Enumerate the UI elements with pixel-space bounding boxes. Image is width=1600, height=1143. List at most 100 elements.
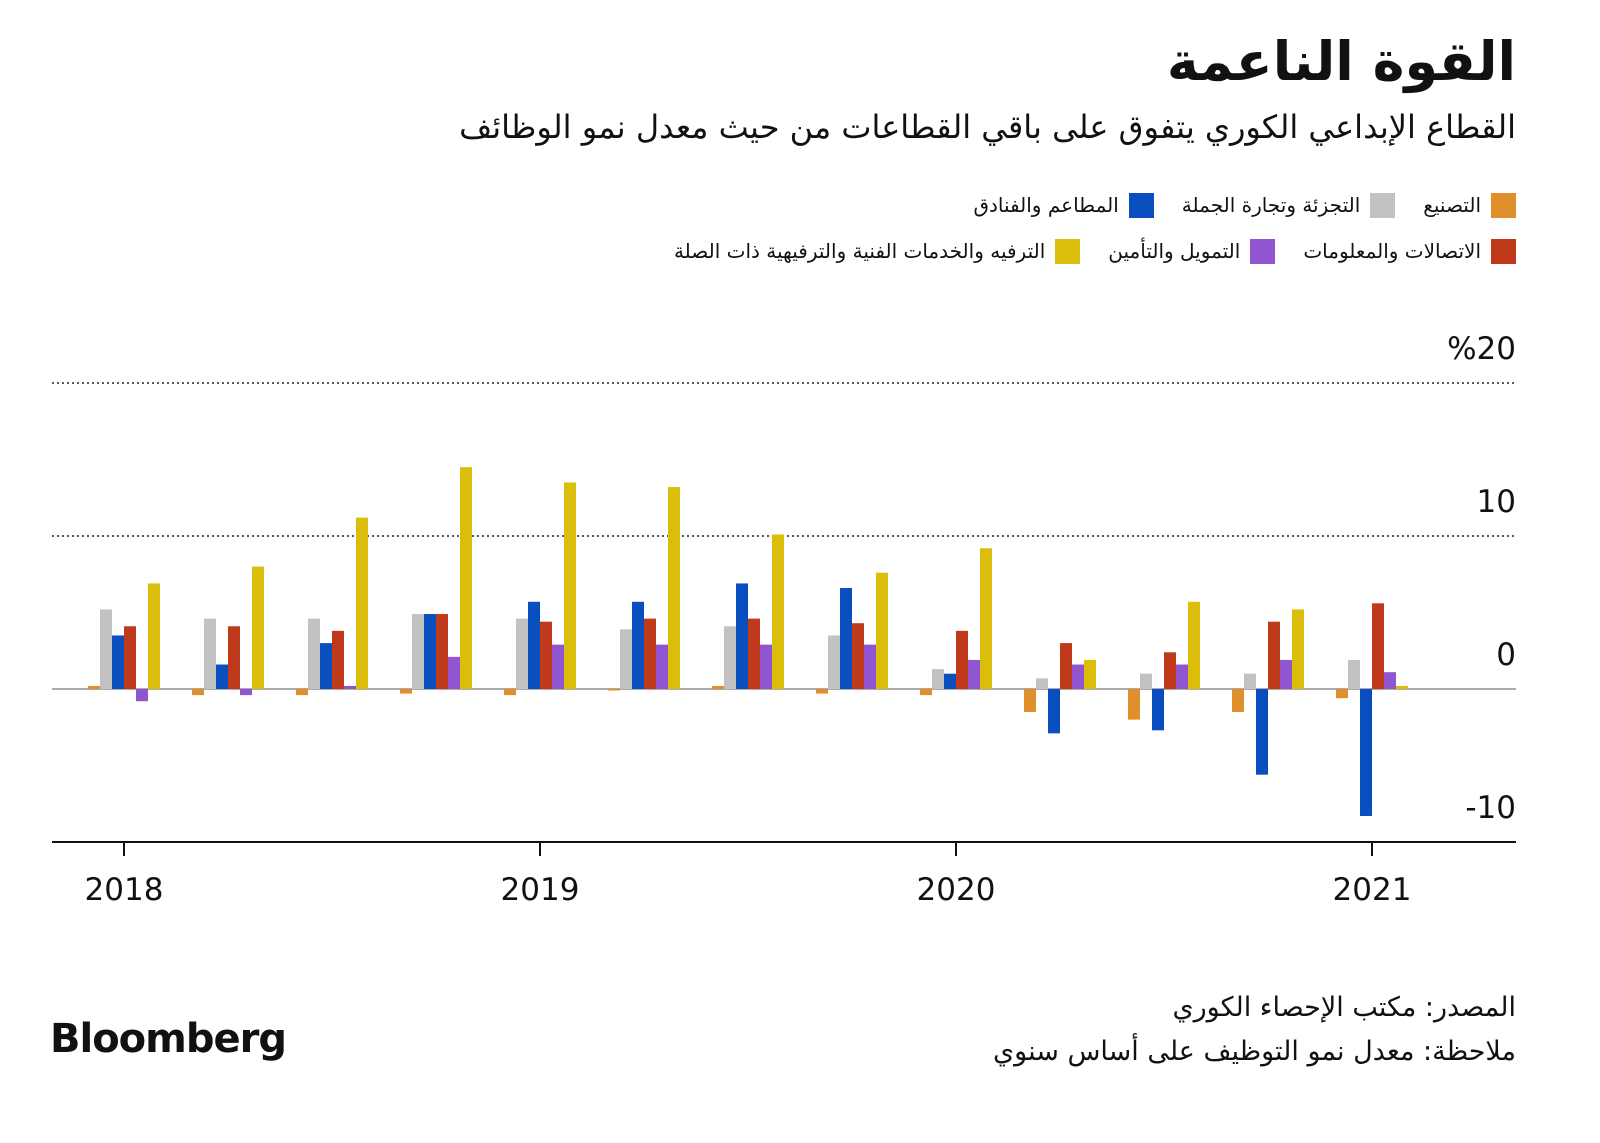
bar [540,621,552,689]
chart-subtitle: القطاع الإبداعي الكوري يتفوق على باقي ال… [459,108,1516,146]
bar [344,685,356,689]
legend-swatch [1128,192,1154,218]
bar [1396,685,1408,689]
bar [228,626,240,689]
legend-label: التجزئة وتجارة الجملة [1181,193,1361,217]
legend-item: الترفيه والخدمات الفنية والترفيهية ذات ا… [673,238,1081,264]
bar [1072,664,1084,689]
legend-item: التجزئة وتجارة الجملة [1181,192,1396,218]
bar [772,534,784,689]
source: المصدر: مكتب الإحصاء الكوري [1172,992,1516,1023]
bar [308,618,320,689]
bar [1256,689,1268,775]
note: ملاحظة: معدل نمو التوظيف على أساس سنوي [993,1036,1516,1067]
bar [668,487,680,689]
bar [148,583,160,689]
legend-item: التمويل والتأمين [1108,238,1276,264]
bar [828,635,840,689]
bar [216,664,228,689]
bar [944,673,956,689]
bar [1188,601,1200,689]
legend-swatch [1055,238,1081,264]
bar [932,669,944,689]
bar [528,601,540,689]
bar [564,482,576,689]
bar [124,626,136,689]
x-tick-label: 2021 [1333,872,1412,908]
bar [296,689,308,696]
y-tick-label: -10 [1465,790,1516,826]
bar [956,630,968,689]
x-tick-label: 2020 [917,872,996,908]
bar [736,583,748,689]
bar [920,689,932,696]
bar [1048,689,1060,734]
bar [1360,689,1372,816]
bar [1244,673,1256,689]
legend-label: التصنيع [1423,193,1481,217]
legend-item: التصنيع [1423,192,1516,218]
bar [112,635,124,689]
bar [1280,659,1292,689]
bar [1384,672,1396,689]
legend-item: الاتصالات والمعلومات [1303,238,1516,264]
legend-swatch [1491,238,1516,264]
bar [240,689,252,696]
legend-item: المطاعم والفنادق [973,192,1154,218]
bar [644,618,656,689]
x-tick-label: 2019 [501,872,580,908]
bar [1336,689,1348,699]
bar [424,614,436,689]
bar [400,689,412,694]
chart-title: القوة الناعمة [1166,30,1516,93]
bar [516,618,528,689]
legend-swatch [1370,192,1396,218]
logo: Bloomberg [50,1016,287,1062]
bar [1084,659,1096,689]
bar [252,566,264,689]
bar [1140,673,1152,689]
bar [100,609,112,689]
bar [608,689,620,691]
legend-label: المطاعم والفنادق [973,193,1119,217]
bar [88,685,100,689]
bar [864,644,876,689]
legend-label: الترفيه والخدمات الفنية والترفيهية ذات ا… [673,239,1046,263]
bar [320,643,332,689]
bar [748,618,760,689]
bar [724,626,736,689]
bar [852,623,864,689]
bar [968,659,980,689]
bar [1372,603,1384,689]
bar [204,618,216,689]
bar [656,644,668,689]
bar [712,685,724,689]
bar [1036,678,1048,689]
legend-swatch [1491,192,1516,218]
bar [504,689,516,696]
y-tick-label: 0 [1496,637,1516,673]
bar [876,572,888,689]
y-tick-label: %20 [1447,331,1516,367]
bar [460,467,472,689]
bar [1164,652,1176,689]
bar [1128,689,1140,720]
bar [760,644,772,689]
bar [1292,609,1304,689]
bar [1268,621,1280,689]
bar [356,517,368,689]
bar [1176,664,1188,689]
legend-row: التصنيع التجزئة وتجارة الجملة المطاعم والف… [674,182,1516,228]
legend-swatch [1250,238,1276,264]
bar [332,630,344,689]
bar [412,614,424,689]
bar [1152,689,1164,731]
bar [1348,659,1360,689]
bar [1024,689,1036,712]
bar [620,629,632,689]
legend-label: الاتصالات والمعلومات [1303,239,1481,263]
bar [552,644,564,689]
bar [1232,689,1244,712]
bar [840,588,852,689]
